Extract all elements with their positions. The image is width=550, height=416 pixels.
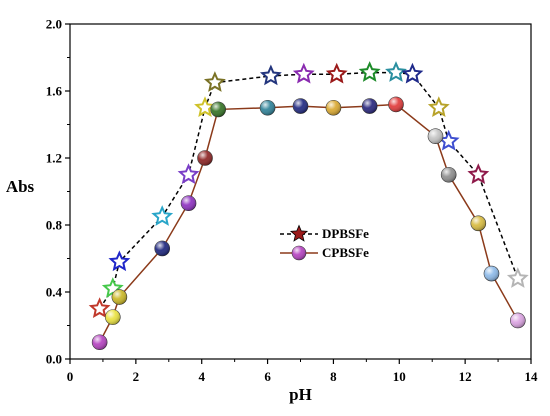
data-point-shade — [111, 289, 127, 305]
data-point-shade — [362, 98, 378, 114]
data-point-dpbsfe — [358, 61, 381, 82]
legend-marker-dpbsfe — [289, 224, 309, 242]
data-point-shade — [181, 195, 197, 211]
data-point-dpbsfe — [259, 64, 282, 86]
data-point-shade — [388, 96, 404, 112]
data-point-shade — [92, 334, 108, 350]
series-markers — [88, 61, 529, 351]
data-point-shade — [510, 312, 526, 328]
legend-marker-cpbsfe-shade — [292, 246, 306, 260]
x-tick-label: 14 — [525, 369, 539, 384]
data-point-shade — [470, 215, 486, 231]
data-point-dpbsfe — [88, 297, 111, 319]
data-point-dpbsfe — [325, 62, 348, 84]
x-tick-label: 12 — [459, 369, 472, 384]
axes: 0 2 4 6 8 10 12 14 0.0 0.4 0.8 1.2 1.6 2.0 — [46, 17, 538, 385]
y-tick-label: 1.6 — [46, 84, 63, 99]
x-tick-label: 10 — [393, 369, 406, 384]
x-tick-label: 6 — [264, 369, 271, 384]
legend-label-cpbsfe: CPBSFe — [322, 245, 369, 260]
data-point-dpbsfe — [385, 61, 407, 82]
data-point-dpbsfe — [292, 62, 315, 84]
x-tick-label: 4 — [198, 369, 205, 384]
data-point-dpbsfe — [151, 205, 174, 226]
x-tick-label: 0 — [67, 369, 74, 384]
data-point-shade — [293, 98, 308, 114]
data-point-dpbsfe — [203, 71, 226, 92]
y-tick-label: 0.4 — [46, 285, 63, 300]
legend: DPBSFe CPBSFe — [276, 224, 396, 265]
data-point-shade — [154, 240, 170, 256]
data-point-shade — [483, 266, 499, 282]
x-tick-label: 8 — [330, 369, 337, 384]
y-axis-title: Abs — [6, 177, 35, 196]
data-point-dpbsfe — [194, 96, 216, 118]
data-point-shade — [325, 100, 341, 116]
series-line-dpbsfe — [99, 71, 519, 310]
legend-label-dpbsfe: DPBSFe — [322, 226, 369, 241]
data-point-shade — [260, 100, 276, 116]
data-point-dpbsfe — [427, 96, 450, 118]
data-point-shade — [197, 150, 213, 166]
data-point-dpbsfe — [401, 62, 424, 84]
data-point-shade — [428, 128, 444, 144]
data-point-dpbsfe — [177, 163, 200, 185]
y-tick-label: 2.0 — [46, 17, 62, 32]
data-point-dpbsfe — [108, 250, 131, 272]
x-tick-label: 2 — [133, 369, 140, 384]
data-point-dpbsfe — [467, 163, 490, 185]
data-point-shade — [441, 167, 457, 183]
y-tick-label: 0.8 — [46, 218, 63, 233]
y-tick-label: 0.0 — [46, 352, 62, 367]
y-tick-label: 1.2 — [46, 151, 62, 166]
data-point-dpbsfe — [506, 267, 529, 288]
data-point-shade — [210, 101, 226, 117]
data-point-shade — [105, 309, 121, 325]
x-axis-title: pH — [289, 385, 312, 404]
